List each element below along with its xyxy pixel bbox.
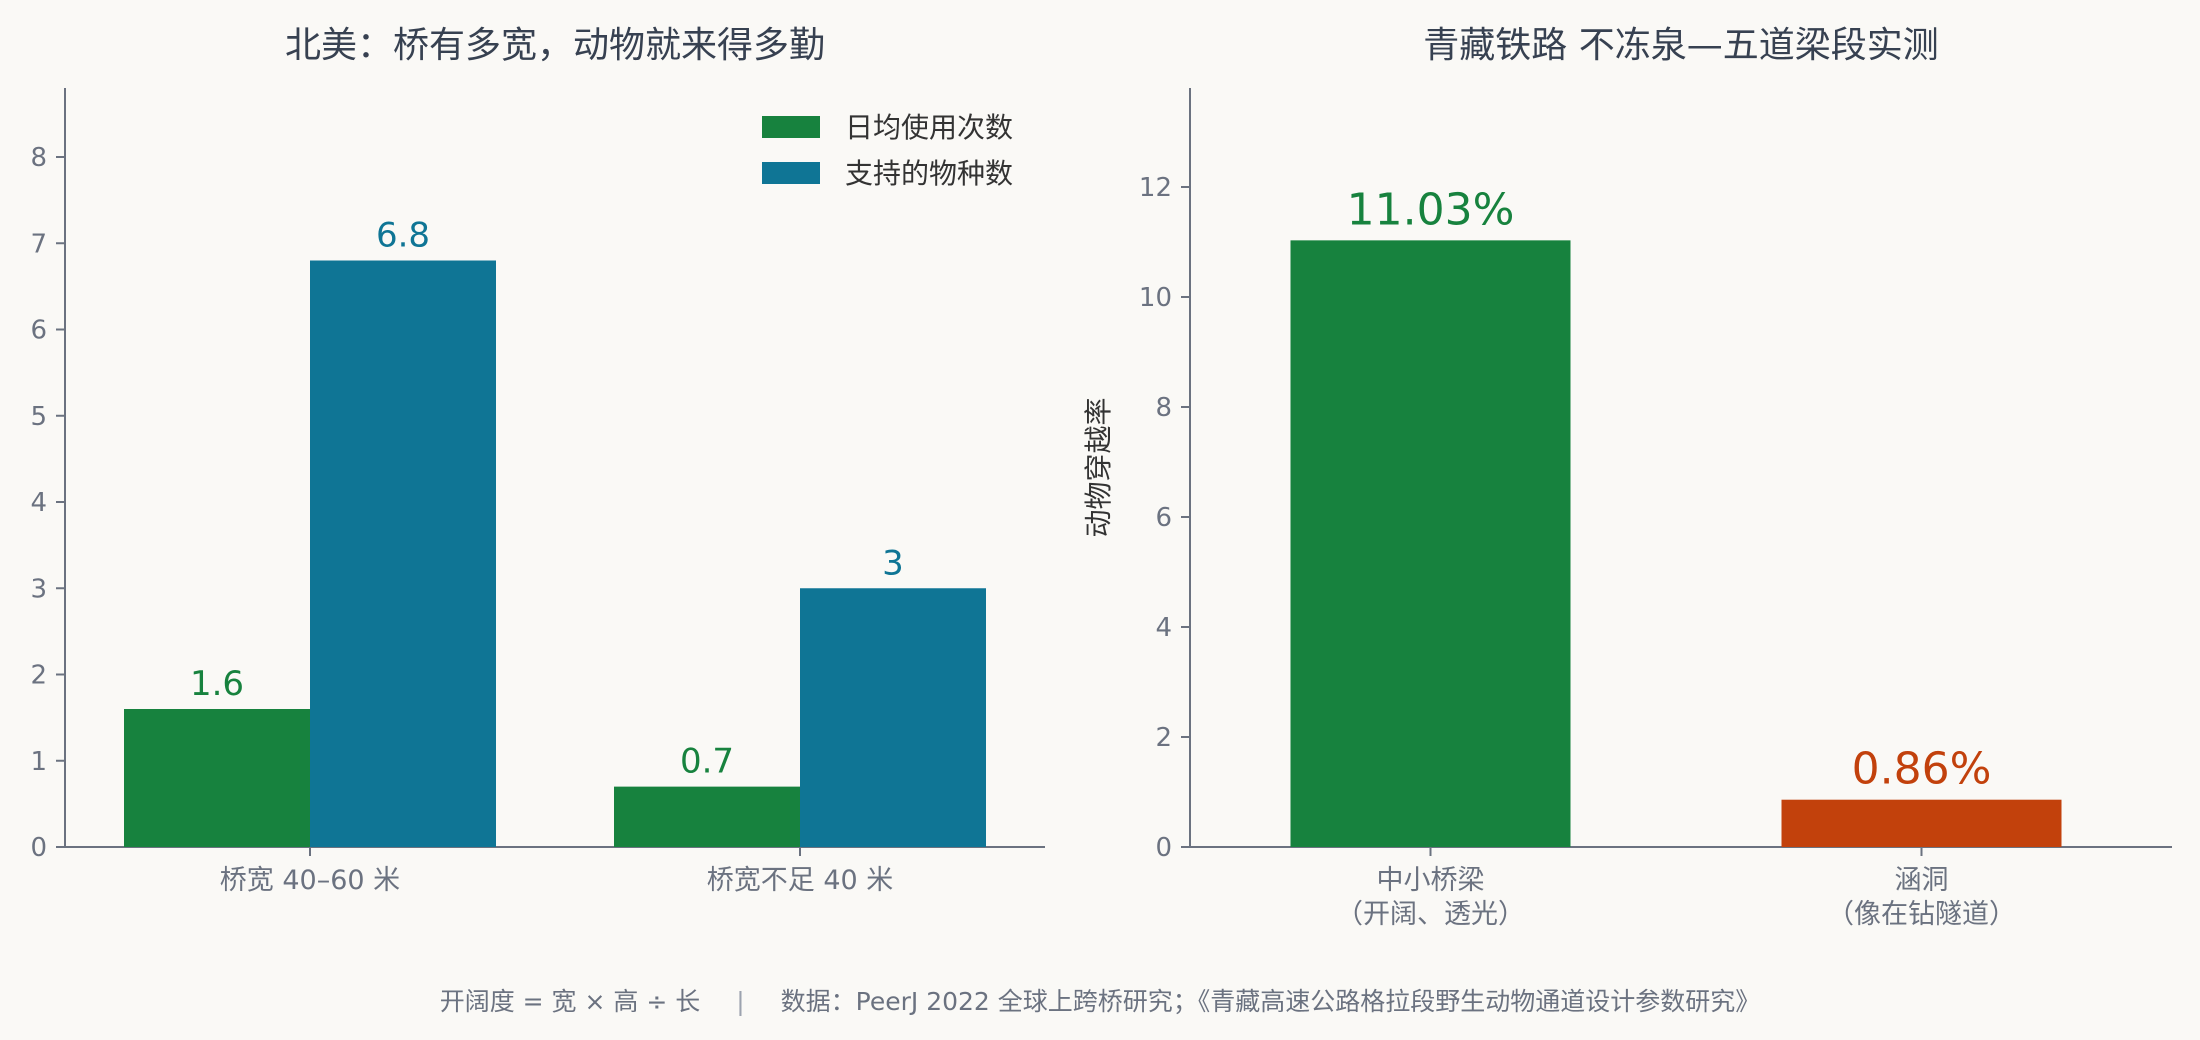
y-tick-label: 1 [30,747,47,777]
y-tick-label: 0 [30,833,47,863]
bar-value-label: 6.8 [376,216,430,256]
y-tick-label: 7 [30,229,47,259]
y-tick-label: 2 [30,661,47,691]
bar [1781,799,2062,847]
bar [1290,240,1571,848]
chart-title: 北美：桥有多宽，动物就来得多勤 [285,25,825,66]
legend-label: 日均使用次数 [845,111,1013,144]
x-tick-label: （像在钻隧道） [1827,899,2016,930]
bar-value-label: 11.03% [1347,184,1515,235]
y-tick-label: 6 [1155,503,1172,533]
x-tick-label: （开阔、透光） [1336,899,1525,930]
bar-value-label: 3 [882,543,904,583]
bar [800,588,986,847]
footer-separator: | [736,987,745,1016]
y-tick-label: 6 [30,316,47,346]
bar [310,260,496,847]
y-tick-label: 4 [30,488,47,518]
legend-swatch [762,162,820,184]
y-tick-label: 8 [30,143,47,173]
y-tick-label: 0 [1155,833,1172,863]
legend-swatch [762,116,820,138]
x-tick-label: 涵洞 [1895,865,1949,896]
y-tick-label: 12 [1139,173,1172,203]
y-tick-label: 4 [1155,613,1172,643]
x-tick-label: 桥宽 40–60 米 [220,865,400,896]
y-tick-label: 2 [1155,723,1172,753]
footer-formula: 开阔度 = 宽 × 高 ÷ 长 [439,987,701,1016]
y-tick-label: 8 [1155,393,1172,423]
y-tick-label: 10 [1139,283,1172,313]
x-tick-label: 桥宽不足 40 米 [707,865,894,896]
x-tick-label: 中小桥梁 [1377,865,1485,896]
bar-value-label: 1.6 [190,664,244,704]
y-axis-label: 动物穿越率 [1082,397,1115,537]
y-tick-label: 5 [30,402,47,432]
chart-title: 青藏铁路 不冻泉—五道梁段实测 [1423,25,1938,66]
y-tick-label: 3 [30,574,47,604]
legend-label: 支持的物种数 [845,157,1013,190]
footer-source: 数据：PeerJ 2022 全球上跨桥研究；《青藏高速公路格拉段野生动物通道设计… [780,987,1761,1016]
bar-value-label: 0.86% [1852,744,1992,795]
bar [614,786,800,847]
footer-note: 开阔度 = 宽 × 高 ÷ 长 | 数据：PeerJ 2022 全球上跨桥研究；《青… [0,982,2200,1018]
bar [124,709,310,847]
bar-value-label: 0.7 [680,742,734,782]
